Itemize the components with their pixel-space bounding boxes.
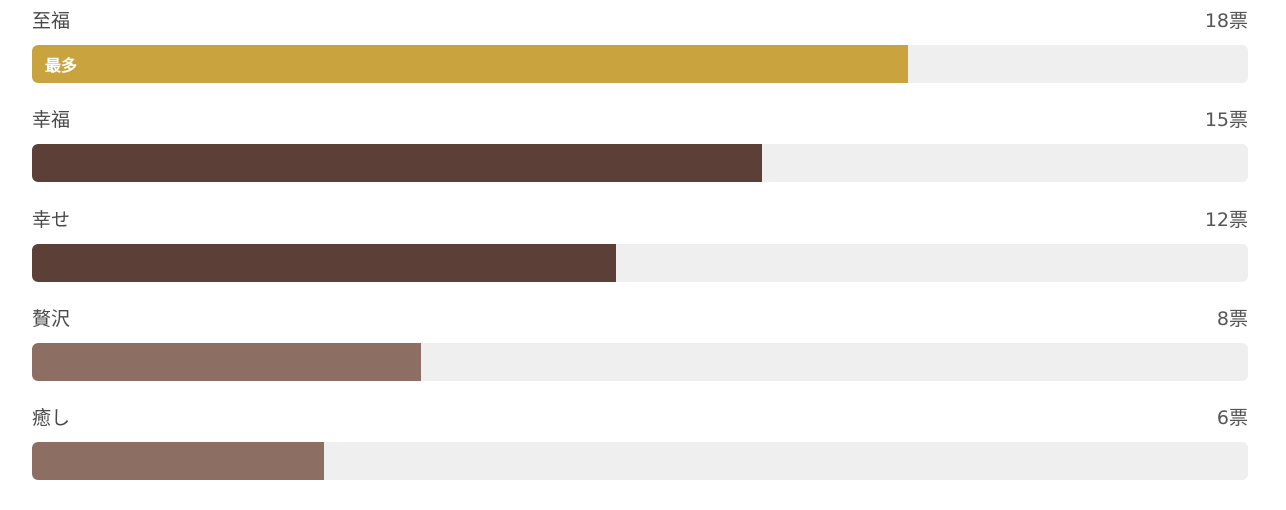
poll-option: 幸福 15票 <box>32 99 1248 198</box>
vote-count: 8票 <box>1216 307 1248 330</box>
vote-bar-fill <box>32 442 324 480</box>
top-badge: 最多 <box>45 56 78 75</box>
vote-count: 6票 <box>1216 407 1248 429</box>
poll-option: 至福 18票 最多 <box>32 0 1248 99</box>
poll-option: 贅沢 8票 <box>32 298 1248 397</box>
vote-count: 15票 <box>1204 109 1248 132</box>
option-label: 至福 <box>32 10 71 32</box>
vote-bar-track: 最多 <box>32 45 1248 83</box>
vote-bar-fill <box>32 342 422 381</box>
vote-bar-track <box>32 144 1248 183</box>
poll-option: 幸せ 12票 <box>32 199 1248 298</box>
vote-count: 18票 <box>1204 10 1248 32</box>
vote-bar-track <box>32 442 1248 480</box>
poll-option: 癒し 6票 <box>32 397 1248 496</box>
vote-bar-fill: 最多 <box>32 45 908 83</box>
vote-bar-track <box>32 342 1248 381</box>
vote-count: 12票 <box>1204 208 1248 231</box>
option-label: 贅沢 <box>32 307 71 330</box>
option-label: 幸福 <box>32 109 71 132</box>
vote-bar-fill <box>32 243 616 282</box>
option-label: 幸せ <box>32 208 71 231</box>
poll-results: 至福 18票 最多 幸福 15票 幸せ 12票 贅沢 8票 <box>32 0 1248 496</box>
option-label: 癒し <box>32 407 71 429</box>
vote-bar-track <box>32 243 1248 282</box>
vote-bar-fill <box>32 144 762 183</box>
